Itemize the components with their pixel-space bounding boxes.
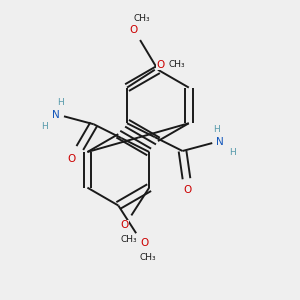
Text: O: O: [68, 154, 76, 164]
Text: O: O: [157, 60, 165, 70]
Text: CH₃: CH₃: [120, 235, 137, 244]
Text: N: N: [52, 110, 60, 120]
Text: O: O: [120, 220, 128, 230]
Text: H: H: [41, 122, 47, 131]
Text: H: H: [57, 98, 63, 107]
Text: N: N: [216, 137, 224, 147]
Text: O: O: [183, 184, 192, 195]
Text: H: H: [229, 148, 236, 158]
Text: CH₃: CH₃: [134, 14, 150, 23]
Text: O: O: [129, 25, 137, 35]
Text: O: O: [140, 238, 148, 248]
Text: CH₃: CH₃: [168, 60, 185, 69]
Text: H: H: [213, 125, 220, 134]
Text: CH₃: CH₃: [140, 253, 156, 262]
